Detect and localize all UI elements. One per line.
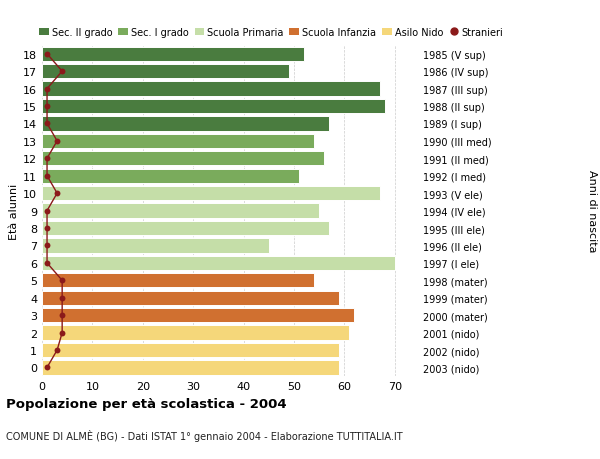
Point	[52, 138, 62, 145]
Bar	[42, 204, 319, 218]
Point	[58, 312, 67, 319]
Bar	[42, 291, 340, 305]
Bar	[42, 256, 395, 270]
Bar	[42, 169, 299, 184]
Point	[42, 86, 52, 93]
Bar	[42, 65, 289, 79]
Point	[58, 277, 67, 285]
Bar	[42, 343, 340, 358]
Bar	[42, 47, 304, 62]
Bar	[42, 361, 340, 375]
Point	[42, 225, 52, 232]
Bar	[42, 274, 314, 288]
Point	[42, 364, 52, 371]
Legend: Sec. II grado, Sec. I grado, Scuola Primaria, Scuola Infanzia, Asilo Nido, Stran: Sec. II grado, Sec. I grado, Scuola Prim…	[40, 28, 503, 38]
Point	[42, 121, 52, 128]
Point	[52, 347, 62, 354]
Point	[42, 207, 52, 215]
Bar	[42, 82, 380, 96]
Point	[42, 155, 52, 162]
Point	[42, 173, 52, 180]
Point	[58, 68, 67, 76]
Bar	[42, 134, 314, 149]
Point	[42, 103, 52, 111]
Point	[42, 242, 52, 250]
Bar	[42, 239, 269, 253]
Point	[42, 51, 52, 58]
Text: Anni di nascita: Anni di nascita	[587, 170, 597, 252]
Point	[58, 329, 67, 336]
Point	[58, 294, 67, 302]
Text: COMUNE DI ALMÈ (BG) - Dati ISTAT 1° gennaio 2004 - Elaborazione TUTTITALIA.IT: COMUNE DI ALMÈ (BG) - Dati ISTAT 1° genn…	[6, 429, 403, 441]
Bar	[42, 326, 349, 340]
Bar	[42, 100, 385, 114]
Point	[52, 190, 62, 197]
Point	[42, 260, 52, 267]
Text: Popolazione per età scolastica - 2004: Popolazione per età scolastica - 2004	[6, 397, 287, 410]
Bar	[42, 308, 355, 323]
Bar	[42, 221, 329, 235]
Bar	[42, 152, 324, 166]
Bar	[42, 117, 329, 131]
Bar	[42, 187, 380, 201]
Y-axis label: Età alunni: Età alunni	[9, 183, 19, 239]
